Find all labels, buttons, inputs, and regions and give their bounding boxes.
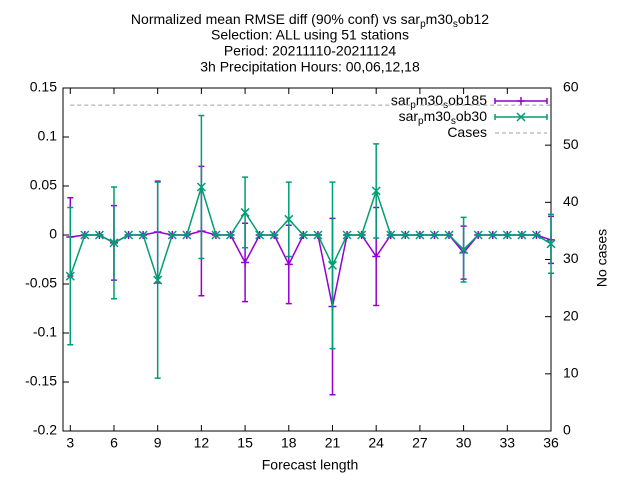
y2-tick-label: 10	[563, 365, 579, 381]
data-point	[241, 258, 250, 267]
data-point	[124, 230, 134, 240]
data-point	[400, 230, 410, 240]
chart-title-part: Normalized mean RMSE diff (90% conf) vs …	[131, 11, 421, 27]
y-tick-label: 0.15	[30, 79, 57, 95]
legend-label-part: ob185	[448, 92, 487, 108]
data-point	[167, 230, 177, 240]
chart-title: Period: 20211110-20211124	[224, 43, 397, 59]
legend-label-part: m30	[416, 92, 443, 108]
data-point	[211, 230, 221, 240]
data-point	[517, 230, 527, 240]
series-line	[70, 230, 552, 307]
data-point	[138, 230, 148, 240]
legend-label-part: sar	[399, 108, 419, 124]
x-tick-label: 30	[456, 435, 472, 451]
data-point	[284, 214, 294, 224]
data-point	[473, 230, 483, 240]
data-point	[371, 186, 381, 196]
series-line	[69, 184, 552, 283]
legend-label-part: s	[443, 100, 448, 111]
data-point	[298, 230, 308, 240]
data-point	[196, 182, 206, 192]
legend-label-part: p	[410, 100, 416, 111]
x-tick-label: 33	[500, 435, 516, 451]
legend-swatch	[494, 98, 548, 104]
chart-title: Normalized mean RMSE diff (90% conf) vs …	[131, 11, 489, 30]
data-point	[182, 230, 192, 240]
data-point	[429, 230, 439, 240]
legend-label: sarpm30sob185	[391, 92, 487, 111]
data-point	[284, 260, 293, 269]
legend-label: Cases	[447, 124, 487, 140]
chart-title: 3h Precipitation Hours: 00,06,12,18	[200, 59, 420, 75]
data-point	[94, 230, 104, 240]
y-tick-label: -0.05	[25, 275, 57, 291]
data-point	[546, 239, 556, 249]
data-point	[357, 230, 367, 240]
data-point	[488, 230, 498, 240]
y2-tick-label: 30	[563, 250, 579, 266]
x-tick-label: 18	[281, 435, 297, 451]
data-point	[240, 207, 250, 217]
data-point	[313, 230, 323, 240]
legend-swatch	[494, 114, 548, 120]
chart-title: Selection: ALL using 51 stations	[211, 27, 409, 43]
y2-tick-label: 60	[563, 79, 579, 95]
x-tick-label: 12	[194, 435, 210, 451]
data-point	[415, 230, 425, 240]
x-tick-label: 21	[325, 435, 341, 451]
data-point	[153, 275, 163, 285]
data-point	[65, 271, 75, 281]
legend-label-part: p	[418, 116, 424, 127]
data-point	[255, 230, 265, 240]
data-point	[531, 230, 541, 240]
x-tick-label: 24	[368, 435, 384, 451]
y-tick-label: 0	[49, 226, 57, 242]
x-tick-label: 36	[543, 435, 559, 451]
data-point	[109, 238, 119, 248]
legend-label: sarpm30sob30	[399, 108, 488, 127]
data-point	[444, 230, 454, 240]
data-point	[80, 230, 90, 240]
y-tick-label: -0.15	[25, 373, 57, 389]
x-tick-label: 3	[66, 435, 74, 451]
x-axis-label: Forecast length	[262, 457, 359, 473]
legend-label-part: s	[451, 116, 456, 127]
y2-tick-label: 50	[563, 136, 579, 152]
data-point	[502, 230, 512, 240]
y-tick-label: 0.1	[38, 128, 58, 144]
data-point	[459, 245, 469, 255]
data-point	[342, 230, 352, 240]
x-tick-label: 9	[154, 435, 162, 451]
data-point	[386, 230, 396, 240]
chart-title-part: s	[453, 19, 458, 30]
y2-tick-label: 40	[563, 193, 579, 209]
data-point	[372, 252, 381, 261]
chart-title-part: m30	[426, 11, 453, 27]
y-tick-label: -0.2	[33, 422, 57, 438]
y2-axis-label: No cases	[594, 229, 610, 287]
chart-title-part: p	[420, 19, 426, 30]
data-point	[225, 230, 236, 240]
y2-tick-label: 20	[563, 307, 579, 323]
legend-label-part: sar	[391, 92, 411, 108]
x-tick-label: 6	[110, 435, 118, 451]
x-tick-label: 15	[237, 435, 253, 451]
legend-label-part: m30	[424, 108, 451, 124]
x-tick-label: 27	[412, 435, 428, 451]
y-tick-label: 0.05	[30, 177, 57, 193]
legend-label-part: Cases	[447, 124, 487, 140]
legend-swatch	[517, 97, 525, 105]
legend-label-part: ob30	[456, 108, 487, 124]
y2-tick-label: 0	[563, 422, 571, 438]
legend-swatch	[516, 112, 526, 122]
data-point	[327, 260, 338, 270]
y-tick-label: -0.1	[33, 324, 57, 340]
data-point	[269, 230, 279, 240]
chart-title-part: ob12	[458, 11, 489, 27]
